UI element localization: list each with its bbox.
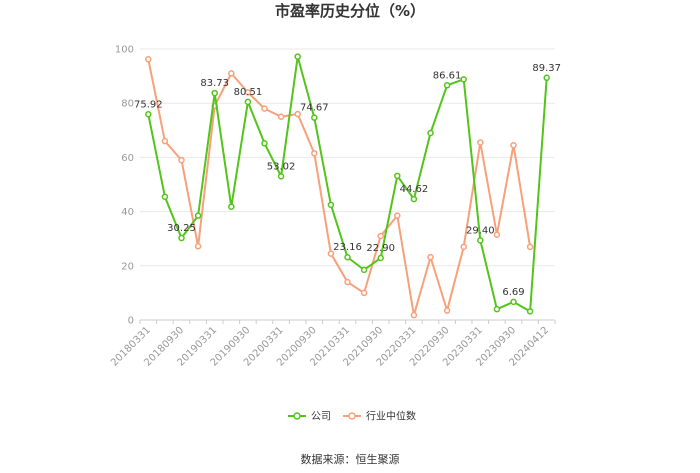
- data-point-industry-median: [294, 110, 301, 118]
- data-point-company: [477, 237, 484, 244]
- data-label: 30.25: [167, 223, 196, 234]
- data-label: 74.67: [300, 103, 329, 114]
- data-point-company: [493, 305, 501, 313]
- data-label: 89.37: [532, 63, 561, 74]
- data-label: 44.62: [400, 184, 429, 195]
- data-point-industry-median: [443, 307, 451, 314]
- data-point-industry-median: [493, 231, 501, 238]
- data-point-industry-median: [510, 141, 517, 149]
- data-point-industry-median: [277, 113, 285, 120]
- data-point-industry-median: [178, 156, 185, 164]
- y-tick-label: 20: [121, 261, 134, 272]
- legend-item-company[interactable]: 公司: [288, 412, 331, 423]
- data-point-company: [194, 212, 202, 219]
- series-layer: [145, 53, 550, 319]
- data-point-company: [211, 89, 218, 97]
- data-point-industry-median: [360, 289, 368, 297]
- data-point-company: [244, 98, 252, 106]
- data-point-industry-median: [327, 250, 335, 257]
- data-label: 29.40: [466, 225, 495, 236]
- data-point-company: [443, 82, 451, 89]
- legend-swatch-marker: [348, 412, 356, 420]
- data-point-industry-median: [427, 253, 434, 261]
- data-point-company: [311, 114, 318, 121]
- data-point-company: [410, 195, 418, 203]
- legend[interactable]: 公司 行业中位数: [288, 410, 416, 423]
- data-point-industry-median: [244, 89, 252, 96]
- y-tick-label: 100: [115, 45, 134, 56]
- data-point-company: [294, 53, 301, 60]
- data-point-industry-median: [145, 56, 152, 63]
- data-point-industry-median: [526, 243, 534, 251]
- y-tick-label: 60: [121, 153, 134, 164]
- data-label: 23.16: [333, 242, 362, 253]
- data-point-industry-median: [261, 105, 268, 112]
- data-label: 22.90: [366, 243, 395, 254]
- y-tick-label: 80: [121, 99, 134, 110]
- data-point-company: [394, 172, 401, 180]
- data-point-industry-median: [460, 243, 467, 251]
- data-point-company: [161, 193, 169, 200]
- data-point-industry-median: [161, 137, 169, 145]
- data-labels: 75.92 30.25 83.73 80.51 53.02 74.67 23.16 22.90…: [134, 63, 561, 298]
- y-tick-label: 40: [121, 207, 134, 218]
- data-point-company: [526, 308, 534, 315]
- data-point-industry-median: [311, 150, 318, 157]
- data-point-industry-median: [477, 139, 484, 146]
- data-point-company: [543, 74, 550, 82]
- series-line-industry-median: [147, 59, 532, 317]
- data-label: 53.02: [267, 161, 296, 172]
- data-point-company: [327, 201, 335, 209]
- data-point-company: [377, 254, 384, 262]
- data-label: 80.51: [234, 87, 263, 98]
- data-label: 6.69: [502, 287, 524, 298]
- y-tick-label: 0: [128, 316, 134, 327]
- data-point-company: [277, 173, 285, 180]
- legend-label: 行业中位数: [366, 410, 416, 423]
- legend-item-industry-median[interactable]: 行业中位数: [343, 410, 416, 423]
- data-point-industry-median: [228, 70, 235, 77]
- data-point-industry-median: [344, 278, 351, 286]
- data-point-industry-median: [194, 243, 202, 250]
- data-point-company: [427, 129, 434, 137]
- data-point-company: [344, 253, 351, 261]
- data-point-company: [460, 76, 467, 83]
- data-point-industry-median: [410, 311, 418, 319]
- legend-swatch-marker: [293, 412, 301, 420]
- data-point-company: [261, 140, 268, 147]
- legend-label: 公司: [311, 412, 331, 423]
- chart-title: 市盈率历史分位（%）: [275, 2, 425, 20]
- data-point-company: [178, 234, 185, 242]
- data-point-company: [510, 298, 517, 306]
- data-point-industry-median: [394, 212, 401, 219]
- data-label: 86.61: [433, 70, 462, 81]
- x-axis: 2018033120180930201903312019093020200331…: [109, 320, 556, 369]
- source-note: 数据来源：恒生聚源: [301, 452, 400, 466]
- data-point-company: [228, 203, 235, 210]
- data-point-company: [145, 111, 152, 118]
- data-label: 83.73: [200, 78, 229, 89]
- y-axis: 0 20 40 60 80 100: [115, 45, 134, 327]
- data-point-company: [360, 266, 368, 274]
- data-point-industry-median: [377, 232, 384, 240]
- data-label: 75.92: [134, 99, 163, 110]
